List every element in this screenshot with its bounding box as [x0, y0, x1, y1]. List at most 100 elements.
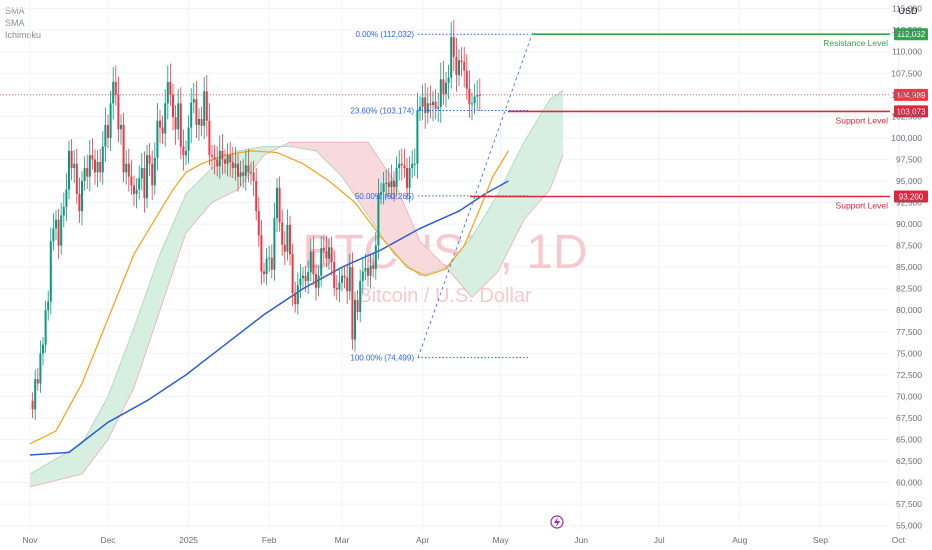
- candle-body[interactable]: [156, 120, 159, 158]
- candle-body[interactable]: [187, 127, 190, 151]
- candle-body[interactable]: [231, 162, 234, 169]
- candle-body[interactable]: [296, 285, 299, 305]
- candle-body[interactable]: [122, 124, 125, 173]
- candle-body[interactable]: [270, 257, 273, 270]
- candle-body[interactable]: [75, 163, 78, 194]
- candle-body[interactable]: [346, 277, 349, 292]
- candle-body[interactable]: [164, 103, 167, 134]
- candle-body[interactable]: [411, 163, 414, 169]
- candle-body[interactable]: [174, 117, 177, 130]
- candle-body[interactable]: [260, 235, 263, 272]
- candle-body[interactable]: [343, 275, 346, 278]
- candle-body[interactable]: [68, 150, 70, 190]
- candle-body[interactable]: [143, 168, 146, 199]
- candle-body[interactable]: [408, 168, 411, 188]
- candle-body[interactable]: [341, 275, 343, 283]
- candle-body[interactable]: [439, 79, 442, 107]
- candle-body[interactable]: [73, 163, 76, 169]
- candle-body[interactable]: [135, 189, 138, 194]
- candle-body[interactable]: [52, 228, 55, 242]
- candle-body[interactable]: [426, 103, 429, 113]
- candle-body[interactable]: [299, 278, 302, 286]
- candle-body[interactable]: [406, 168, 408, 188]
- candle-body[interactable]: [91, 155, 94, 160]
- candle-body[interactable]: [473, 96, 476, 104]
- candle-body[interactable]: [302, 275, 304, 279]
- candle-body[interactable]: [424, 97, 427, 113]
- candle-body[interactable]: [273, 218, 276, 270]
- candle-body[interactable]: [99, 162, 102, 173]
- lightning-icon[interactable]: [550, 515, 564, 529]
- candle-body[interactable]: [213, 156, 216, 160]
- candle-body[interactable]: [247, 165, 250, 173]
- candle-body[interactable]: [203, 91, 206, 126]
- indicator-label-sma[interactable]: SMA: [5, 6, 25, 16]
- candle-body[interactable]: [387, 182, 390, 188]
- candle-body[interactable]: [385, 182, 388, 184]
- candle-body[interactable]: [216, 159, 219, 167]
- candle-body[interactable]: [413, 163, 416, 165]
- candle-body[interactable]: [172, 94, 174, 118]
- candle-body[interactable]: [192, 99, 195, 103]
- candle-body[interactable]: [83, 168, 86, 181]
- candle-body[interactable]: [374, 245, 377, 269]
- candle-body[interactable]: [208, 120, 211, 156]
- candle-body[interactable]: [65, 189, 68, 207]
- candle-body[interactable]: [86, 168, 89, 177]
- candle-body[interactable]: [221, 150, 224, 160]
- candle-body[interactable]: [226, 155, 229, 164]
- candle-body[interactable]: [81, 180, 83, 212]
- candle-body[interactable]: [283, 244, 286, 252]
- candle-body[interactable]: [140, 168, 143, 179]
- candle-body[interactable]: [47, 301, 50, 311]
- candle-body[interactable]: [49, 241, 52, 302]
- candle-body[interactable]: [304, 275, 307, 281]
- candle-body[interactable]: [153, 157, 156, 186]
- candle-body[interactable]: [291, 254, 294, 294]
- candle-body[interactable]: [335, 287, 338, 290]
- candle-body[interactable]: [239, 172, 242, 177]
- candle-body[interactable]: [185, 150, 187, 156]
- candle-body[interactable]: [130, 176, 133, 186]
- candle-body[interactable]: [354, 299, 356, 340]
- candle-body[interactable]: [112, 81, 115, 104]
- candle-body[interactable]: [278, 187, 281, 223]
- candle-body[interactable]: [382, 183, 385, 193]
- candle-body[interactable]: [476, 94, 479, 97]
- candle-body[interactable]: [289, 224, 291, 255]
- candle-body[interactable]: [281, 222, 284, 245]
- candle-body[interactable]: [276, 187, 278, 219]
- candle-body[interactable]: [309, 251, 312, 273]
- candle-body[interactable]: [452, 37, 455, 57]
- candle-body[interactable]: [62, 206, 65, 216]
- candle-body[interactable]: [330, 247, 333, 262]
- candle-body[interactable]: [211, 155, 213, 157]
- candle-body[interactable]: [400, 163, 403, 166]
- candle-body[interactable]: [182, 146, 185, 156]
- candle-body[interactable]: [320, 248, 323, 276]
- candle-body[interactable]: [465, 70, 468, 89]
- candle-body[interactable]: [419, 106, 421, 111]
- candle-body[interactable]: [125, 163, 128, 173]
- candle-body[interactable]: [359, 280, 362, 312]
- candle-body[interactable]: [432, 101, 434, 106]
- candle-body[interactable]: [96, 162, 99, 173]
- candle-body[interactable]: [36, 379, 39, 384]
- candle-body[interactable]: [390, 180, 393, 188]
- candle-body[interactable]: [151, 163, 154, 186]
- candle-body[interactable]: [325, 250, 328, 259]
- candle-body[interactable]: [195, 99, 198, 125]
- candle-body[interactable]: [234, 163, 237, 169]
- candle-body[interactable]: [351, 267, 354, 340]
- candle-body[interactable]: [450, 37, 453, 78]
- candle-body[interactable]: [478, 94, 481, 96]
- candle-body[interactable]: [445, 82, 447, 94]
- candle-body[interactable]: [218, 150, 221, 167]
- candle-body[interactable]: [364, 268, 367, 272]
- candle-body[interactable]: [117, 94, 120, 130]
- candle-body[interactable]: [250, 172, 252, 174]
- candle-body[interactable]: [39, 353, 42, 384]
- candle-body[interactable]: [468, 88, 471, 105]
- candle-body[interactable]: [242, 172, 245, 176]
